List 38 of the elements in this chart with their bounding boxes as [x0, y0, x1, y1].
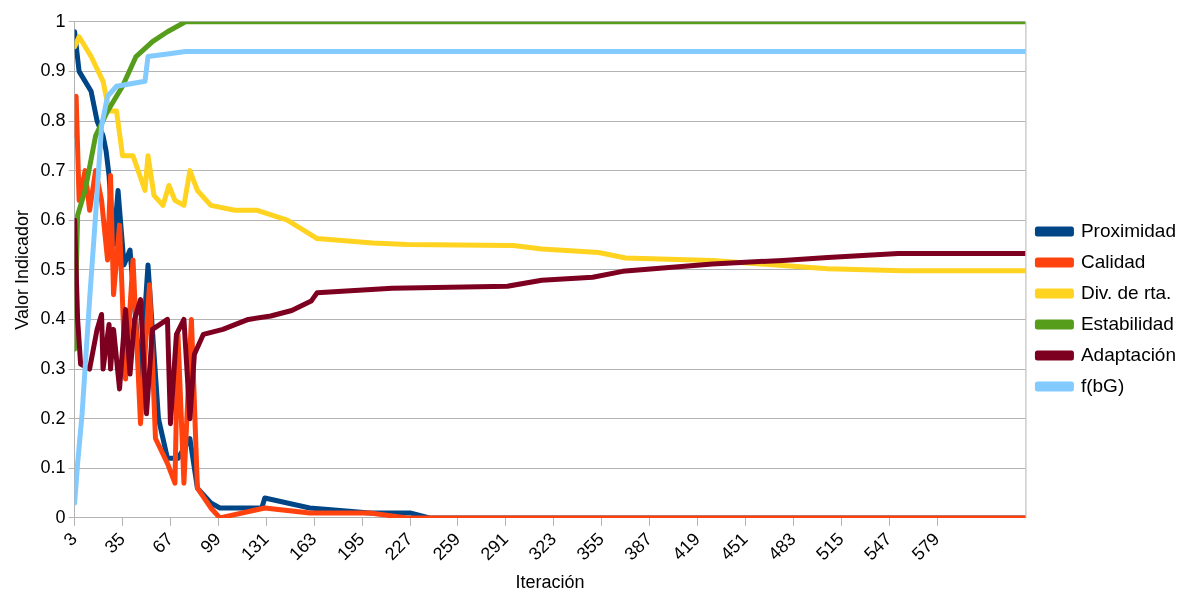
- y-tick-label: 0.4: [40, 308, 66, 329]
- x-tick-label: 483: [764, 528, 800, 565]
- y-tick-label: 0.9: [40, 60, 66, 81]
- x-tick-label: 419: [668, 528, 704, 565]
- x-tick-label: 579: [908, 528, 944, 565]
- x-tick-label: 99: [196, 528, 225, 558]
- x-tick-label: 163: [285, 528, 321, 565]
- legend-label: Adaptación: [1080, 343, 1176, 365]
- y-tick-label: 0.5: [40, 258, 66, 279]
- y-tick-label: 0.8: [40, 109, 66, 130]
- x-tick-label: 3: [59, 528, 81, 550]
- x-tick-label: 547: [860, 528, 896, 565]
- x-tick-label: 227: [380, 528, 417, 565]
- legend-label: Calidad: [1080, 250, 1146, 272]
- x-tick-label: 291: [476, 528, 513, 565]
- legend-label: Proximidad: [1080, 219, 1176, 241]
- x-axis-title: Iteración: [515, 572, 585, 593]
- x-tick-label: 67: [148, 528, 177, 558]
- x-tick-label: 323: [524, 528, 561, 565]
- y-tick-label: 0.2: [40, 407, 66, 428]
- legend-label: Div. de rta.: [1080, 281, 1172, 303]
- x-tick-label: 515: [812, 528, 848, 565]
- y-tick-label: 0.1: [40, 457, 66, 478]
- x-tick-label: 451: [716, 528, 752, 565]
- y-tick-label: 0: [55, 506, 66, 527]
- x-tick-label: 131: [237, 528, 273, 565]
- x-tick-label: 387: [620, 528, 656, 565]
- y-tick-label: 1: [55, 10, 66, 31]
- y-tick-label: 0.7: [40, 159, 66, 180]
- y-tick-label: 0.6: [40, 209, 66, 230]
- y-tick-label: 0.3: [40, 358, 66, 379]
- legend-label: f(bG): [1080, 374, 1125, 396]
- x-tick-label: 35: [100, 528, 129, 558]
- x-tick-label: 355: [572, 528, 609, 565]
- legend-label: Estabilidad: [1080, 312, 1174, 334]
- x-tick-label: 259: [428, 528, 465, 565]
- y-axis-title: Valor Indicador: [11, 209, 32, 330]
- x-tick-label: 195: [333, 528, 369, 565]
